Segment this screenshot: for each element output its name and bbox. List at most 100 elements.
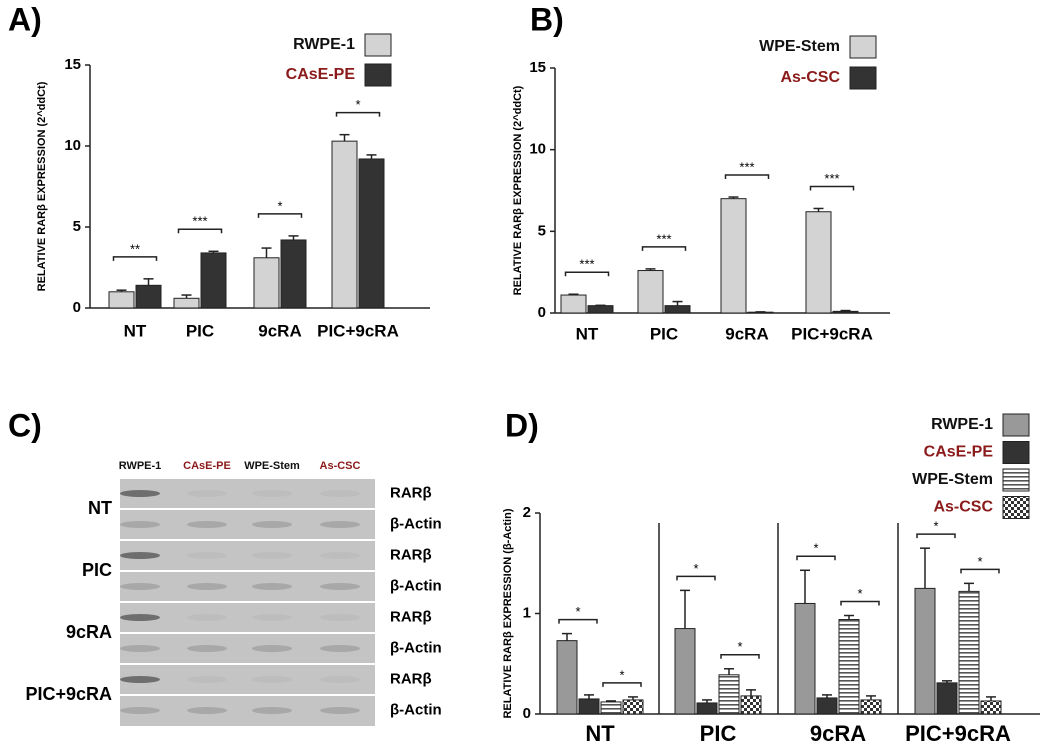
bar [254,258,279,308]
significance-bracket [603,683,641,687]
error-bar [800,570,810,603]
bar [174,298,199,308]
y-tick-label: 5 [538,222,546,239]
x-tick-label: NT [585,721,615,746]
error-bar [144,279,154,285]
blot-band [320,645,360,652]
panel-label: A) [8,1,42,37]
blot-band-label: β-Actin [390,639,442,656]
blot-band [320,490,360,497]
blot-column-label: CAsE-PE [183,460,231,472]
legend-swatch [1003,469,1029,491]
blot-band-label: RARβ [390,546,432,563]
significance-bracket [797,556,835,560]
x-tick-label: PIC [650,324,678,343]
panel-label: D) [505,407,539,443]
x-tick-label: NT [576,324,599,343]
bar [579,699,599,714]
significance-bracket [917,534,955,538]
x-tick-label: PIC+9cRA [905,721,1011,746]
legend-label: WPE-Stem [912,471,993,488]
blot-band [120,490,160,497]
blot-band [120,552,160,559]
legend-label: As-CSC [933,499,993,516]
blot-band [320,614,360,621]
error-bar [746,690,756,696]
legend-label: As-CSC [780,69,840,86]
bar [201,253,226,308]
legend-label: RWPE-1 [293,36,355,53]
blot-band [252,645,292,652]
significance-label: * [813,541,818,556]
significance-label: ** [130,241,140,256]
blot-band [187,490,227,497]
blot-band [320,707,360,714]
bar [795,603,815,714]
error-bar [964,583,974,591]
blot-band [187,676,227,683]
y-tick-label: 5 [73,218,81,235]
bar [588,306,613,313]
blot-band [252,614,292,621]
blot-band [252,521,292,528]
error-bar [724,669,734,675]
blot-band [252,676,292,683]
significance-bracket [677,576,715,580]
significance-label: * [693,561,698,576]
bar [833,311,858,313]
significance-label: * [737,639,742,654]
error-bar [841,311,851,312]
legend-swatch [1003,442,1029,464]
blot-band-label: β-Actin [390,515,442,532]
bar [741,696,761,714]
bar [136,285,161,308]
blot-band [120,707,160,714]
blot-column-label: RWPE-1 [119,460,162,472]
legend-label: WPE-Stem [759,38,840,55]
significance-label: *** [656,231,671,246]
bar [697,703,717,714]
y-tick-label: 15 [64,56,81,73]
significance-label: * [977,554,982,569]
bar [937,683,957,714]
bar [561,295,586,313]
bar [675,629,695,714]
significance-bracket [961,569,999,573]
error-bar [562,634,572,641]
blot-band [120,521,160,528]
legend-swatch [1003,497,1029,519]
x-tick-label: PIC [186,321,214,340]
significance-bracket [114,257,157,261]
panel-label: C) [8,407,42,443]
legend-label: RWPE-1 [931,416,993,433]
blot-band-label: β-Actin [390,701,442,718]
blot-band [252,552,292,559]
blot-band-label: RARβ [390,670,432,687]
blot-band [187,645,227,652]
bar [915,588,935,714]
significance-label: *** [824,171,839,186]
bar [665,306,690,313]
legend-label: CAsE-PE [286,66,356,83]
blot-band [187,583,227,590]
x-tick-label: PIC+9cRA [791,324,873,343]
error-bar [569,294,579,295]
significance-bracket [559,620,597,624]
blot-band [320,521,360,528]
significance-bracket [841,602,879,606]
legend-swatch [1003,414,1029,436]
error-bar [866,696,876,700]
error-bar [584,695,594,699]
bar [721,199,746,313]
blot-row-label: NT [88,498,112,518]
significance-label: * [933,519,938,534]
significance-label: * [857,586,862,601]
blot-band-label: RARβ [390,484,432,501]
error-bar [844,616,854,620]
significance-label: * [575,604,580,619]
significance-label: *** [192,214,207,229]
bar [719,675,739,714]
blot-band [187,614,227,621]
legend-swatch [365,64,391,86]
